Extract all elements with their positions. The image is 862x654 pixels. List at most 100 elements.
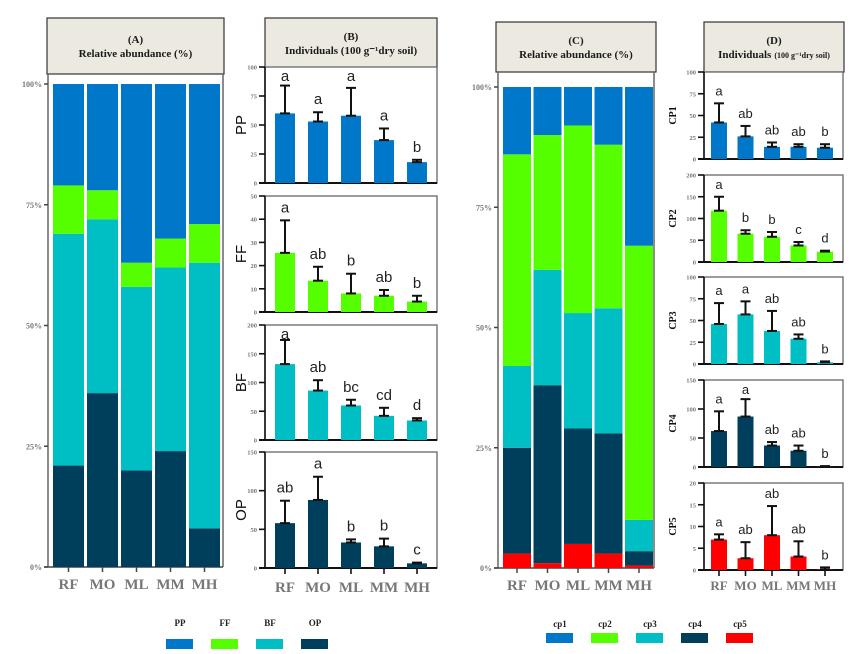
stacked-plot-A: 0% 25% 50% 75% 100% RF MO ML MM MH <box>22 74 224 593</box>
x-tick-label: ML <box>339 580 363 596</box>
significance-letter: b <box>380 518 388 535</box>
significance-letter: a <box>715 83 723 98</box>
legend-swatch <box>301 639 328 649</box>
bar-segment-cp2 <box>533 135 562 270</box>
x-tick-label: MH <box>192 577 218 593</box>
significance-letter: b <box>347 253 355 270</box>
legend-label: OP <box>309 618 322 628</box>
bar <box>374 140 394 183</box>
bar-segment-op <box>87 393 118 567</box>
y-tick-label: 100% <box>22 80 42 89</box>
y-tick-label: 25 <box>690 340 697 347</box>
bar-segment-cp2 <box>503 154 531 366</box>
legend-label: cp1 <box>553 619 567 629</box>
bar-segment-cp2 <box>594 144 623 309</box>
y-axis-label: PP <box>233 115 250 135</box>
significance-letter: ab <box>765 291 779 306</box>
y-tick-label: 100 <box>686 275 696 282</box>
panel-title-main: Individuals <box>718 49 772 61</box>
bar-segment-cp3 <box>533 269 562 386</box>
y-tick-label: 25 <box>690 135 697 142</box>
significance-letter: a <box>314 456 323 473</box>
significance-letter: ab <box>310 359 327 376</box>
panel-header: (B) Individuals (100 g⁻¹dry soil) <box>264 17 438 69</box>
bar <box>308 499 328 568</box>
subplot-op: 0 50 100 150 OP ab RF a MO b ML b MM c MH <box>233 450 438 596</box>
y-tick-label: 150 <box>247 351 257 358</box>
significance-letter: ab <box>310 246 327 263</box>
significance-letter: a <box>742 281 750 296</box>
legend-item-cp2: cp2 <box>591 619 618 643</box>
legend-swatch <box>591 633 618 643</box>
legend-swatch <box>681 633 708 643</box>
y-tick-label: 50 <box>251 527 258 534</box>
significance-letter: a <box>347 68 356 85</box>
significance-letter: b <box>413 139 421 156</box>
bar-segment-bf <box>87 219 118 394</box>
y-tick-label: 25% <box>476 444 492 453</box>
bar-segment-cp3 <box>625 519 653 552</box>
y-tick-label: 100 <box>686 70 696 77</box>
bar <box>275 364 295 440</box>
bar <box>711 210 727 262</box>
significance-letter: d <box>821 231 828 246</box>
bar <box>737 136 754 159</box>
significance-letter: a <box>314 91 323 108</box>
y-tick-label: 150 <box>686 194 696 201</box>
bar <box>275 523 295 568</box>
y-tick-label: 0 <box>254 566 257 573</box>
legend-swatch <box>256 639 283 649</box>
header-box <box>264 17 438 69</box>
bar-segment-cp4 <box>503 447 531 554</box>
y-tick-label: 200 <box>686 173 696 180</box>
bar <box>341 115 361 183</box>
bar <box>790 450 807 467</box>
bar <box>374 415 394 440</box>
panel-header: (D) Individuals (100 g⁻¹dry soil) <box>703 21 845 73</box>
y-tick-label: 5 <box>693 546 697 553</box>
y-tick-label: 150 <box>686 378 696 385</box>
significance-letter: b <box>742 210 749 225</box>
bar <box>817 251 833 262</box>
bar <box>737 314 754 364</box>
y-tick-label: 75 <box>690 296 697 303</box>
significance-letter: c <box>413 542 421 559</box>
significance-letter: c <box>795 222 802 237</box>
header-box <box>703 21 845 73</box>
y-tick-label: 75% <box>476 203 492 212</box>
bar <box>407 563 427 568</box>
y-tick-label: 0 <box>693 465 696 472</box>
significance-letter: a <box>742 382 750 397</box>
y-tick-label: 100 <box>247 488 257 495</box>
y-tick-label: 50 <box>251 123 258 130</box>
legend-swatch <box>166 639 193 649</box>
bar <box>737 233 754 262</box>
legend-label: FF <box>220 618 231 628</box>
y-tick-label: 50 <box>690 436 697 443</box>
subplot-ff: 0 10 20 30 40 50 FF a ab b ab b <box>233 194 438 317</box>
bar <box>308 390 328 440</box>
significance-letter: ab <box>791 124 805 139</box>
bar <box>764 535 780 570</box>
bar-segment-cp5 <box>564 543 592 568</box>
header-box <box>495 21 657 73</box>
significance-letter: b <box>347 518 355 535</box>
y-tick-label: 200 <box>247 323 257 330</box>
x-tick-label: MO <box>734 578 756 593</box>
x-tick-label: MO <box>305 580 331 596</box>
bar <box>275 252 295 312</box>
bar-segment-cp1 <box>533 87 562 136</box>
y-tick-label: 75 <box>251 94 258 101</box>
bar-segment-ff <box>189 224 220 263</box>
bar <box>374 546 394 568</box>
legend-item-cp5: cp5 <box>726 619 753 643</box>
panel-title: Relative abundance (%) <box>519 49 633 61</box>
y-axis-label: CP2 <box>668 209 679 227</box>
bar-segment-bf <box>53 233 84 466</box>
significance-letter: ab <box>765 122 779 137</box>
y-tick-label: 50 <box>690 318 697 325</box>
significance-letter: ab <box>791 521 805 536</box>
y-tick-label: 0 <box>254 310 257 317</box>
y-axis-label: OP <box>233 499 250 521</box>
